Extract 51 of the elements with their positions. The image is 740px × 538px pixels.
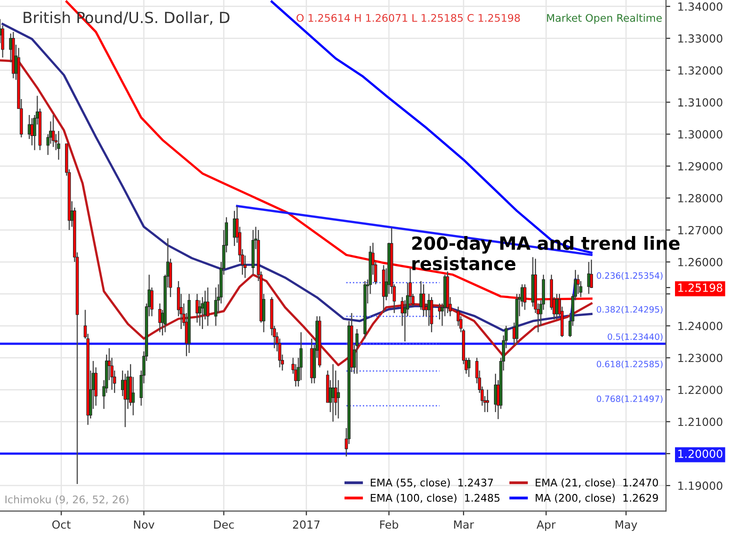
candlestick (486, 389, 490, 413)
y-tick-label: 1.32000 (678, 66, 722, 75)
y-tick-label: 1.19000 (678, 482, 722, 490)
text: EMA (55, close) 1.2437 (370, 478, 493, 488)
x-tick-label: Dec (214, 520, 234, 529)
x-tick-label: Nov (134, 520, 154, 529)
x-tick-label: Oct (52, 520, 71, 529)
annotation: Ichimoku (9, 26, 52, 26) (5, 495, 128, 505)
y-tick-label: 1.20000 (678, 450, 722, 458)
text: 0.5(1.23440) (608, 333, 662, 341)
candlestick (430, 296, 434, 333)
text: MA (200, close) 1.2629 (536, 494, 658, 504)
y-tick-label: 1.34000 (678, 2, 722, 11)
text: 0.618(1.22585) (596, 360, 662, 368)
text: 0.768(1.21497) (596, 395, 662, 404)
y-tick-label: 1.27000 (678, 226, 722, 234)
text: 0.236(1.25354) (596, 272, 662, 280)
annotation: Market Open Realtime (547, 14, 662, 24)
candlestick (124, 373, 127, 428)
candlestick (422, 284, 426, 317)
text: EMA (100, close) 1.2485 (370, 494, 500, 504)
y-tick-label: 1.26000 (678, 258, 722, 266)
y-tick-label: 1.30000 (678, 130, 722, 139)
candlestick (52, 114, 55, 148)
y-tick-label: 1.22000 (678, 386, 722, 394)
candlestick (336, 380, 340, 420)
text: 0.382(1.24295) (596, 306, 662, 314)
candlestick (214, 286, 218, 326)
x-tick-label: May (616, 520, 638, 531)
candlestick (587, 261, 590, 294)
candlestick (158, 302, 162, 333)
x-tick-label: Feb (380, 520, 398, 529)
x-tick-label: Mar (454, 520, 474, 529)
y-tick-label: 1.21000 (678, 418, 722, 426)
candlestick (206, 286, 210, 326)
y-tick-label: 1.31000 (678, 98, 722, 107)
x-tick-label: Apr (536, 520, 556, 531)
text: EMA (21, close) 1.2470 (536, 478, 658, 488)
x-tick-label: 2017 (293, 520, 320, 529)
candlestick (196, 293, 199, 324)
candlestick (355, 328, 359, 374)
y-tick-label: 1.24000 (678, 322, 722, 330)
y-tick-label: 1.25198 (678, 284, 722, 292)
text: O 1.25614 H 1.26071 L 1.25185 C 1.25198 (296, 14, 520, 22)
y-tick-label: 1.29000 (678, 162, 722, 170)
candlestick (57, 130, 60, 160)
y-tick-label: 1.28000 (678, 194, 722, 202)
y-tick-label: 1.23000 (678, 354, 722, 362)
candlestick (555, 293, 558, 320)
y-tick-label: 1.33000 (678, 34, 722, 43)
candlestick (467, 357, 470, 378)
